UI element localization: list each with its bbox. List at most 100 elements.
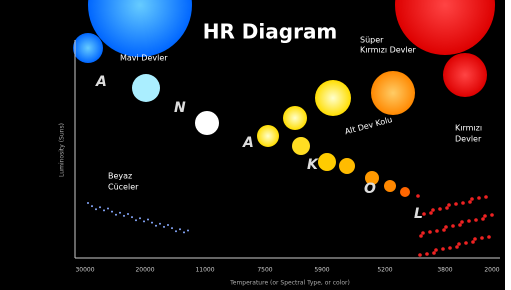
red-dwarf: [429, 211, 433, 215]
star: [132, 74, 160, 102]
red-dwarf: [483, 214, 487, 218]
label: Devler: [455, 135, 482, 144]
label: Süper: [360, 36, 384, 45]
label: Mavi Devler: [120, 54, 168, 63]
white-dwarf: [171, 227, 173, 229]
red-dwarf: [477, 196, 481, 200]
white-dwarf: [103, 209, 105, 211]
x-axis-label: Temperature (or Spectral Type, or color): [229, 280, 350, 287]
hr-diagram: HR Diagram Mavi Devler Süper Kırmızı Dev…: [0, 0, 511, 290]
red-dwarf: [431, 208, 435, 212]
star: [318, 153, 336, 171]
star: [315, 80, 351, 116]
white-dwarf: [91, 205, 93, 207]
sequence-letter: A: [95, 74, 107, 90]
red-dwarf: [468, 200, 472, 204]
red-dwarf: [481, 217, 485, 221]
red-dwarf: [487, 235, 491, 239]
star: [257, 125, 279, 147]
sequence-letter: N: [174, 100, 186, 116]
star: [371, 71, 415, 115]
red-dwarf: [419, 234, 423, 238]
white-dwarf: [147, 219, 149, 221]
red-dwarf: [490, 213, 494, 217]
red-dwarf: [471, 240, 475, 244]
white-dwarf: [151, 222, 153, 224]
white-dwarf: [139, 217, 141, 219]
y-axis-label: Luminosity (Suns): [59, 123, 66, 177]
star: [339, 158, 355, 174]
white-dwarf: [175, 230, 177, 232]
white-dwarf: [123, 215, 125, 217]
star: [73, 33, 103, 63]
red-dwarf: [454, 202, 458, 206]
white-dwarf: [111, 211, 113, 213]
white-dwarf: [155, 225, 157, 227]
x-tick-label: 2000: [484, 267, 499, 274]
sequence-letter: O: [364, 181, 376, 197]
white-dwarf: [135, 219, 137, 221]
red-dwarf: [464, 241, 468, 245]
star: [384, 180, 396, 192]
red-dwarf: [461, 201, 465, 205]
star: [292, 137, 310, 155]
label: Beyaz: [108, 172, 132, 181]
white-dwarf: [87, 202, 89, 204]
white-dwarf: [131, 216, 133, 218]
sequence-letter: K: [307, 157, 319, 173]
red-dwarf: [421, 231, 425, 235]
white-dwarf: [107, 208, 109, 210]
red-dwarf: [442, 228, 446, 232]
red-dwarf: [451, 224, 455, 228]
label: Kırmızı Devler: [360, 46, 417, 55]
label: Kırmızı: [455, 124, 482, 133]
red-dwarf: [416, 194, 420, 198]
red-dwarf: [474, 218, 478, 222]
x-tick-label: 11000: [195, 267, 214, 274]
sequence-letter: A: [242, 135, 254, 151]
title: HR Diagram: [203, 20, 338, 44]
label: Cüceler: [108, 183, 139, 192]
white-dwarf: [143, 220, 145, 222]
white-dwarf: [159, 223, 161, 225]
red-dwarf: [455, 245, 459, 249]
red-dwarf: [460, 220, 464, 224]
star: [400, 187, 410, 197]
x-tick-label: 7500: [257, 267, 272, 274]
red-dwarf: [428, 230, 432, 234]
red-dwarf: [470, 197, 474, 201]
white-dwarf: [115, 214, 117, 216]
red-dwarf: [445, 206, 449, 210]
white-dwarf: [187, 230, 189, 232]
sequence-letter: L: [414, 206, 423, 222]
red-dwarf: [447, 203, 451, 207]
white-dwarf: [119, 212, 121, 214]
x-tick-label: 5900: [314, 267, 329, 274]
red-dwarf: [484, 195, 488, 199]
x-tick-label: 5200: [377, 267, 392, 274]
x-tick-label: 3800: [437, 267, 452, 274]
red-dwarf: [438, 207, 442, 211]
red-dwarf: [432, 251, 436, 255]
red-dwarf: [444, 225, 448, 229]
red-dwarf: [467, 219, 471, 223]
red-dwarf: [457, 242, 461, 246]
red-dwarf: [448, 246, 452, 250]
star: [443, 53, 487, 97]
white-dwarf: [179, 228, 181, 230]
red-dwarf: [441, 247, 445, 251]
red-dwarf: [480, 236, 484, 240]
white-dwarf: [95, 208, 97, 210]
star: [283, 106, 307, 130]
red-dwarf: [435, 229, 439, 233]
star: [195, 111, 219, 135]
red-dwarf: [434, 248, 438, 252]
white-dwarf: [99, 206, 101, 208]
white-dwarf: [167, 224, 169, 226]
white-dwarf: [163, 226, 165, 228]
x-tick-label: 20000: [135, 267, 154, 274]
x-tick-label: 30000: [75, 267, 94, 274]
edge: [505, 0, 511, 290]
white-dwarf: [127, 213, 129, 215]
white-dwarf: [183, 231, 185, 233]
